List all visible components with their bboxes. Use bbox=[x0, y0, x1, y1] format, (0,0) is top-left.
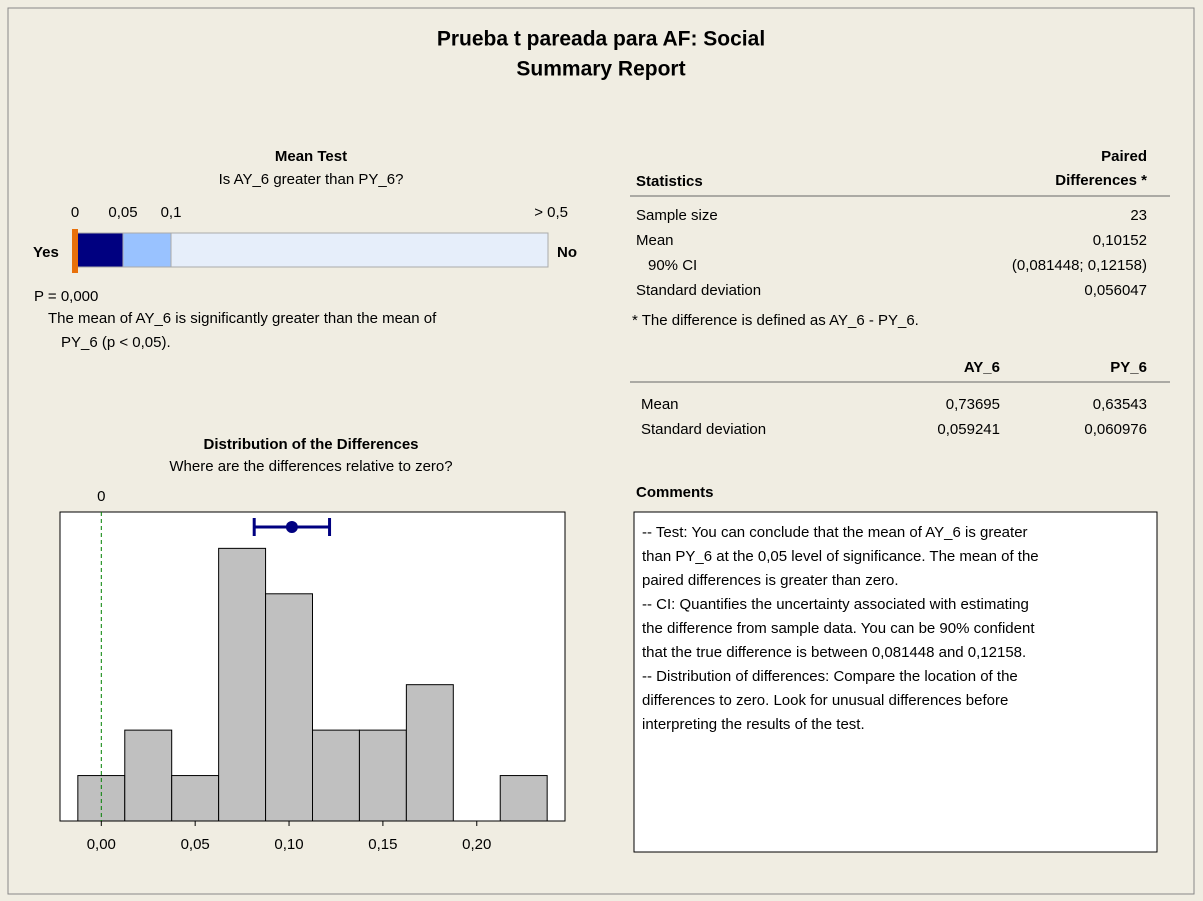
sample-value: 0,060976 bbox=[1084, 421, 1147, 438]
p-value-marker bbox=[72, 229, 78, 273]
bar bbox=[171, 775, 220, 822]
yes-label: Yes bbox=[33, 244, 59, 261]
sample-column: AY_6 bbox=[964, 359, 1000, 376]
conclusion: PY_6 (p < 0,05). bbox=[61, 334, 171, 351]
comment-line: -- Test: You can conclude that the mean … bbox=[642, 524, 1028, 541]
stat-value: 0,10152 bbox=[1093, 232, 1147, 249]
stat-label: Sample size bbox=[636, 207, 718, 224]
stats-column: Paired bbox=[1101, 148, 1147, 165]
comment-line: the difference from sample data. You can… bbox=[642, 620, 1035, 637]
x-tick-label: 0,05 bbox=[181, 836, 210, 853]
bar bbox=[312, 729, 360, 822]
frame bbox=[7, 7, 1195, 895]
hist-subtitle: Where are the differences relative to ze… bbox=[169, 458, 452, 475]
comments-box bbox=[633, 511, 1158, 853]
bar bbox=[405, 684, 454, 822]
comment-line: interpreting the results of the test. bbox=[642, 716, 865, 733]
sample-value: 0,63543 bbox=[1093, 396, 1147, 413]
comment-line: -- CI: Quantifies the uncertainty associ… bbox=[642, 596, 1029, 613]
mean-test-title: Mean Test bbox=[275, 148, 347, 165]
scale-region bbox=[122, 232, 172, 268]
scale-region bbox=[74, 232, 124, 268]
reference-label: 0 bbox=[97, 488, 105, 505]
stat-label: Standard deviation bbox=[636, 282, 761, 299]
stats-header: Statistics bbox=[636, 173, 703, 190]
x-tick-label: 0,20 bbox=[462, 836, 491, 853]
comment-line: than PY_6 at the 0,05 level of significa… bbox=[642, 548, 1039, 565]
hist-title: Distribution of the Differences bbox=[203, 436, 418, 453]
sample-label: Mean bbox=[641, 396, 679, 413]
bar bbox=[218, 547, 267, 822]
sample-value: 0,73695 bbox=[946, 396, 1000, 413]
footnote: * The difference is defined as AY_6 - PY… bbox=[632, 312, 919, 329]
bar bbox=[265, 593, 314, 822]
report-title: Prueba t pareada para AF: Social bbox=[437, 28, 765, 51]
x-tick-label: 0,15 bbox=[368, 836, 397, 853]
mean-test-question: Is AY_6 greater than PY_6? bbox=[219, 171, 404, 188]
sample-column: PY_6 bbox=[1110, 359, 1147, 376]
stats-column: Differences * bbox=[1055, 172, 1147, 189]
ci-mean bbox=[285, 521, 298, 533]
comment-line: -- Distribution of differences: Compare … bbox=[642, 668, 1018, 685]
scale-region bbox=[170, 232, 549, 268]
stat-value: 23 bbox=[1130, 207, 1147, 224]
scale-label: 0,1 bbox=[161, 204, 182, 221]
stat-label: Mean bbox=[636, 232, 674, 249]
bar bbox=[358, 729, 407, 822]
scale-label: 0 bbox=[71, 204, 79, 221]
scale-label: > 0,5 bbox=[534, 204, 568, 221]
comment-line: that the true difference is between 0,08… bbox=[642, 644, 1026, 661]
comments-title: Comments bbox=[636, 484, 714, 501]
p-label: P = 0,000 bbox=[34, 288, 98, 305]
report-subtitle: Summary Report bbox=[516, 58, 685, 81]
sample-label: Standard deviation bbox=[641, 421, 766, 438]
x-tick-label: 0,00 bbox=[87, 836, 116, 853]
x-tick-label: 0,10 bbox=[274, 836, 303, 853]
scale-label: 0,05 bbox=[108, 204, 137, 221]
sample-value: 0,059241 bbox=[937, 421, 1000, 438]
bar bbox=[124, 729, 173, 822]
bar bbox=[499, 775, 548, 822]
comment-line: paired differences is greater than zero. bbox=[642, 572, 899, 589]
stat-label: 90% CI bbox=[648, 257, 697, 274]
comment-line: differences to zero. Look for unusual di… bbox=[642, 692, 1008, 709]
conclusion: The mean of AY_6 is significantly greate… bbox=[48, 310, 437, 327]
stat-value: 0,056047 bbox=[1084, 282, 1147, 299]
no-label: No bbox=[557, 244, 577, 261]
stat-value: (0,081448; 0,12158) bbox=[1012, 257, 1147, 274]
